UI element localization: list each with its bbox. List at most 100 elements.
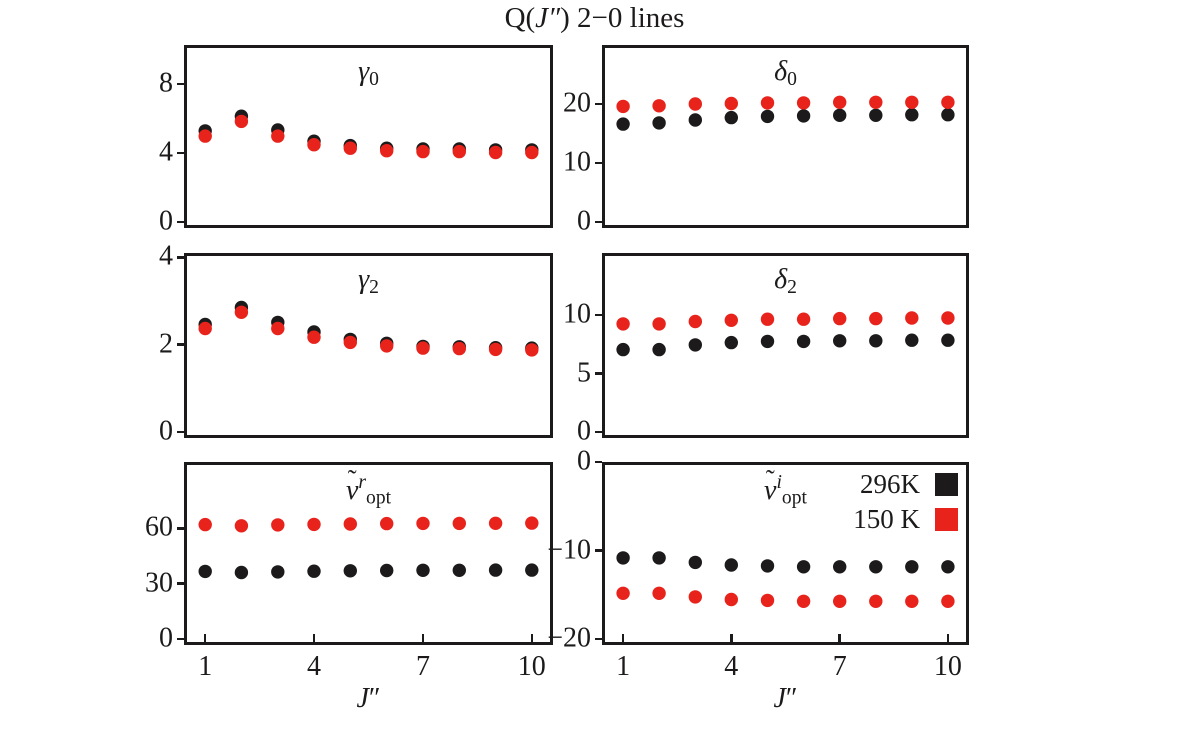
data-point-delta2-296K-J9 xyxy=(905,333,919,347)
x-tick-mark xyxy=(312,634,316,642)
data-point-delta2-296K-J8 xyxy=(869,334,883,348)
panel-title-gamma2: γ2 xyxy=(187,264,550,304)
data-point-gamma0-150K-J10 xyxy=(525,145,539,160)
data-point-delta2-150K-J10 xyxy=(941,311,955,325)
data-point-gamma2-150K-J8 xyxy=(452,341,466,356)
legend-row: 150 K xyxy=(853,502,958,537)
x-tick-mark xyxy=(838,634,841,642)
x-tick-mark xyxy=(421,634,425,642)
data-point-nu_r_opt-296K-J6 xyxy=(380,563,394,578)
data-point-gamma2-150K-J4 xyxy=(307,330,321,344)
x-tick-label: 4 xyxy=(307,651,321,682)
data-point-nu_i_opt-150K-J4 xyxy=(724,592,738,607)
y-tick-label: 0 xyxy=(577,415,591,447)
x-tick-mark xyxy=(946,634,950,642)
panel-delta2: δ2 0 5 10 xyxy=(563,253,969,446)
x-tick-mark xyxy=(621,634,625,642)
data-point-nu_i_opt-296K-J9 xyxy=(905,560,919,574)
y-tick-label: 10 xyxy=(563,146,591,178)
data-point-nu_i_opt-150K-J5 xyxy=(760,593,775,608)
y-tick-mark xyxy=(177,637,184,641)
data-point-nu_r_opt-150K-J5 xyxy=(343,517,357,531)
data-point-nu_r_opt-296K-J3 xyxy=(271,565,285,579)
data-point-delta0-296K-J1 xyxy=(616,117,630,131)
y-tick-label: 0 xyxy=(159,622,173,654)
data-point-gamma2-150K-J5 xyxy=(343,335,357,350)
x-tick-label: 1 xyxy=(198,651,213,682)
y-tick-mark xyxy=(595,430,602,434)
data-point-nu_i_opt-150K-J8 xyxy=(869,594,883,608)
data-point-delta2-296K-J5 xyxy=(760,334,775,349)
text-part: ″ xyxy=(368,683,381,714)
y-tick-label: 0 xyxy=(159,205,173,237)
text-part: i xyxy=(776,472,782,493)
data-point-delta0-296K-J4 xyxy=(724,110,738,125)
data-point-delta0-296K-J8 xyxy=(869,108,883,122)
legend-label: 150 K xyxy=(853,504,920,534)
text-part: ν ˜ xyxy=(764,463,777,506)
data-point-delta2-296K-J2 xyxy=(652,342,666,357)
text-part: J xyxy=(773,683,786,714)
data-point-delta2-150K-J7 xyxy=(833,311,847,326)
data-point-nu_i_opt-150K-J2 xyxy=(652,586,666,600)
data-point-nu_r_opt-150K-J4 xyxy=(307,517,321,532)
data-point-delta0-296K-J2 xyxy=(652,116,666,130)
data-point-nu_i_opt-150K-J9 xyxy=(905,594,919,608)
text-part: ν ˜ xyxy=(345,463,359,506)
data-point-delta0-150K-J1 xyxy=(616,99,630,114)
data-point-delta2-296K-J4 xyxy=(724,335,738,350)
data-point-delta2-150K-J2 xyxy=(652,317,666,331)
data-point-nu_i_opt-296K-J2 xyxy=(652,551,666,565)
scatter-plot-nu_i_opt xyxy=(616,551,955,608)
data-point-delta0-150K-J10 xyxy=(941,95,955,109)
data-point-delta0-150K-J7 xyxy=(833,95,847,109)
tilde-accent: ˜ xyxy=(765,463,775,494)
data-point-delta2-150K-J8 xyxy=(869,311,883,326)
y-tick-mark xyxy=(595,460,602,464)
data-point-nu_r_opt-150K-J3 xyxy=(271,518,285,532)
y-tick-mark xyxy=(177,82,184,86)
text-part: δ xyxy=(774,56,788,87)
y-tick-label: 4 xyxy=(159,136,173,168)
x-axis-label-right: J″ xyxy=(602,683,969,715)
x-tick-label: 7 xyxy=(832,651,847,682)
text-part: Q( xyxy=(504,2,536,34)
data-point-delta2-150K-J5 xyxy=(760,312,775,326)
x-tick-label: 10 xyxy=(933,651,962,682)
data-point-nu_i_opt-296K-J5 xyxy=(760,559,775,573)
data-point-nu_r_opt-150K-J9 xyxy=(488,516,503,530)
data-point-nu_r_opt-296K-J2 xyxy=(234,565,249,580)
panel-nu_r_opt: ν ˜ ropt 0 30 60 1 4 7 10 xyxy=(145,462,553,682)
data-point-nu_i_opt-296K-J7 xyxy=(833,560,847,574)
legend-swatch xyxy=(935,473,958,496)
data-point-gamma0-150K-J6 xyxy=(380,144,394,158)
data-point-gamma0-150K-J5 xyxy=(343,141,357,155)
data-point-gamma0-150K-J9 xyxy=(488,145,503,160)
scatter-plot-delta2 xyxy=(616,311,955,357)
y-tick-label: 30 xyxy=(145,567,173,599)
text-part: ) 2−0 lines xyxy=(560,2,685,34)
data-point-nu_r_opt-296K-J1 xyxy=(198,564,212,579)
x-tick-label: 4 xyxy=(724,651,739,682)
data-point-delta0-150K-J6 xyxy=(796,96,811,110)
panel-title-gamma0: γ0 xyxy=(187,56,550,96)
y-tick-label: 5 xyxy=(577,356,591,388)
data-point-gamma0-150K-J1 xyxy=(198,129,212,143)
panel-title-delta2: δ2 xyxy=(605,264,966,304)
x-tick-mark xyxy=(203,634,207,642)
data-point-delta0-296K-J7 xyxy=(833,108,847,122)
data-point-gamma0-150K-J2 xyxy=(234,114,249,129)
data-point-gamma0-150K-J4 xyxy=(307,138,321,152)
data-point-nu_i_opt-296K-J6 xyxy=(796,560,811,574)
y-tick-mark xyxy=(177,527,184,530)
data-point-nu_r_opt-296K-J4 xyxy=(307,564,321,578)
data-point-delta0-150K-J2 xyxy=(652,99,666,113)
scatter-plot-gamma2 xyxy=(198,300,539,357)
y-tick-mark xyxy=(177,151,184,155)
text-part: γ xyxy=(358,264,370,295)
data-point-nu_i_opt-150K-J1 xyxy=(616,586,630,600)
data-point-delta0-150K-J8 xyxy=(869,95,883,109)
data-point-nu_r_opt-150K-J7 xyxy=(416,516,430,531)
y-tick-mark xyxy=(595,372,602,375)
data-point-nu_i_opt-150K-J3 xyxy=(688,590,702,604)
